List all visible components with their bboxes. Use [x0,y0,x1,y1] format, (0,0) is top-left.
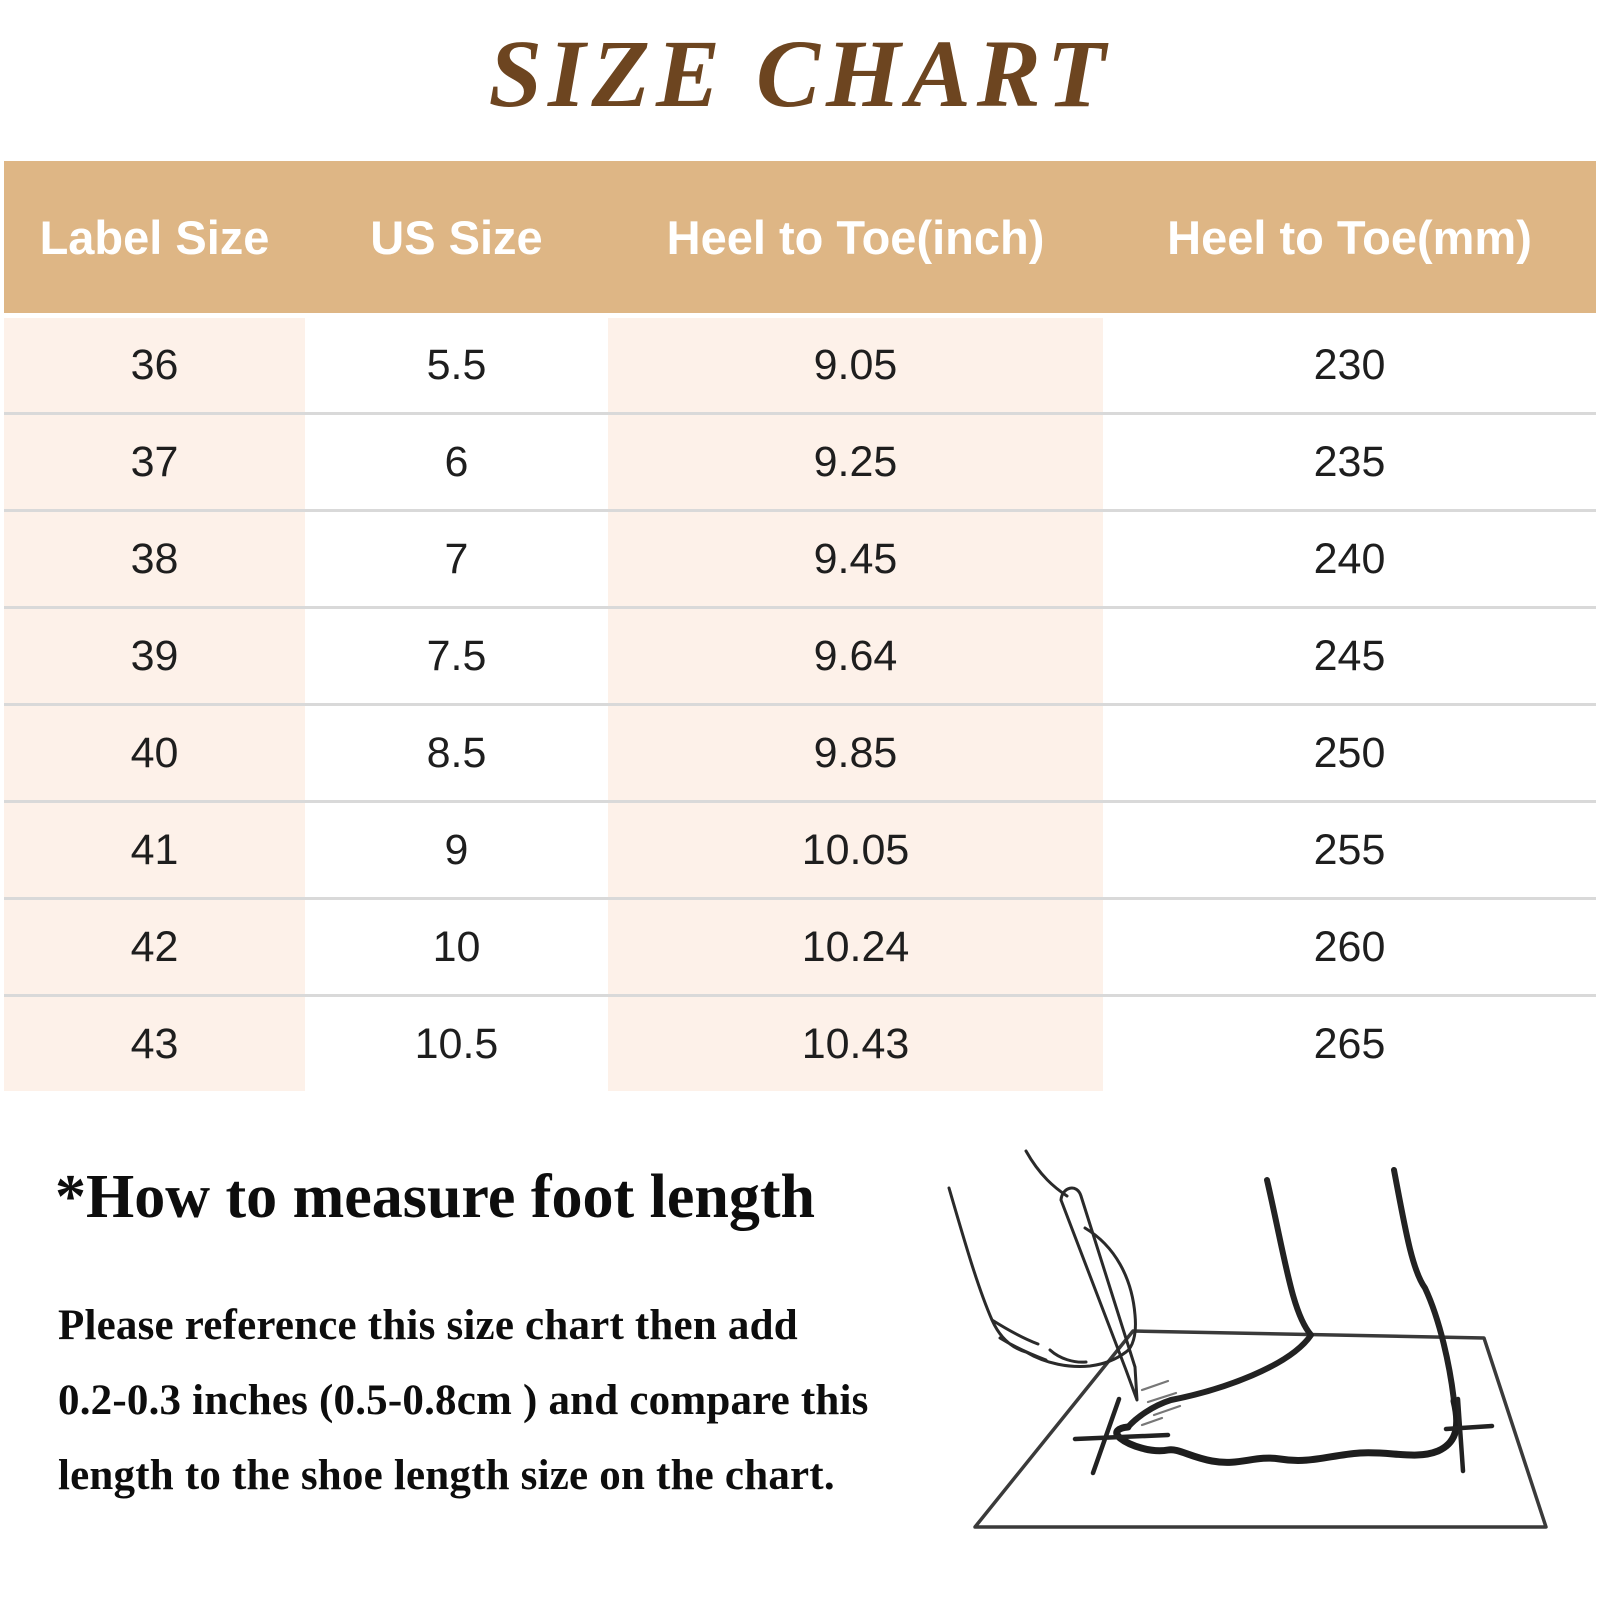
table-cell: 10.05 [608,800,1103,899]
table-row: 43 10.5 10.43 265 [4,994,1596,1091]
table-cell: 260 [1103,897,1596,996]
table-row: 36 5.5 9.05 230 [4,315,1596,414]
column-header-heel-to-toe-inch: Heel to Toe(inch) [608,161,1103,318]
measure-text-line: Please reference this size chart then ad… [58,1302,798,1349]
measure-section-text: Please reference this size chart then ad… [58,1288,869,1513]
table-row: 42 10 10.24 260 [4,897,1596,996]
column-header-us-size: US Size [305,161,608,318]
table-cell: 250 [1103,703,1596,802]
foot-sole-outline [1113,1397,1461,1466]
table-cell: 38 [4,509,305,608]
table-cell: 230 [1103,315,1596,414]
table-cell: 43 [4,994,305,1091]
table-cell: 41 [4,800,305,899]
table-cell: 10 [305,897,608,996]
table-cell: 10.5 [305,994,608,1091]
table-cell: 7.5 [305,606,608,705]
pen [1059,1186,1139,1402]
table-row: 41 9 10.05 255 [4,800,1596,899]
table-cell: 10.24 [608,897,1103,996]
paper-outline [973,1329,1548,1529]
table-cell: 5.5 [305,315,608,414]
foot-tracing-illustration [947,1149,1548,1529]
table-cell: 36 [4,315,305,414]
table-cell: 235 [1103,412,1596,511]
table-cell: 9 [305,800,608,899]
measure-section-heading: *How to measure foot length [55,1163,815,1231]
hand-holding-pen [947,1149,1137,1368]
page-title: SIZE CHART [488,20,1112,127]
table-cell: 240 [1103,509,1596,608]
toe-trace-hatch-marks [1140,1379,1182,1427]
column-header-heel-to-toe-mm: Heel to Toe(mm) [1103,161,1596,318]
table-row: 37 6 9.25 235 [4,412,1596,511]
table-cell: 9.45 [608,509,1103,608]
measure-text-line: 0.2-0.3 inches (0.5-0.8cm ) and compare … [58,1377,869,1424]
table-cell: 9.64 [608,606,1103,705]
table-cell: 6 [305,412,608,511]
leg-and-heel-line [1391,1167,1457,1404]
table-cell: 10.43 [608,994,1103,1091]
column-header-label-size: Label Size [4,161,305,318]
table-cell: 255 [1103,800,1596,899]
table-cell: 8.5 [305,703,608,802]
table-cell: 39 [4,606,305,705]
table-row: 39 7.5 9.64 245 [4,606,1596,705]
table-cell: 42 [4,897,305,996]
size-table: Label Size US Size Heel to Toe(inch) Hee… [4,161,1596,1091]
toe-cross-mark [1072,1396,1171,1476]
table-cell: 245 [1103,606,1596,705]
table-cell: 9.85 [608,703,1103,802]
table-header-row: Label Size US Size Heel to Toe(inch) Hee… [4,161,1596,318]
heel-cross-mark [1443,1396,1495,1474]
table-cell: 40 [4,703,305,802]
table-cell: 7 [305,509,608,608]
table-cell: 9.25 [608,412,1103,511]
table-cell: 265 [1103,994,1596,1091]
table-row: 38 7 9.45 240 [4,509,1596,608]
leg-and-instep-line [1125,1177,1314,1430]
table-row: 40 8.5 9.85 250 [4,703,1596,802]
measure-text-line: length to the shoe length size on the ch… [58,1452,835,1499]
table-cell: 9.05 [608,315,1103,414]
table-cell: 37 [4,412,305,511]
